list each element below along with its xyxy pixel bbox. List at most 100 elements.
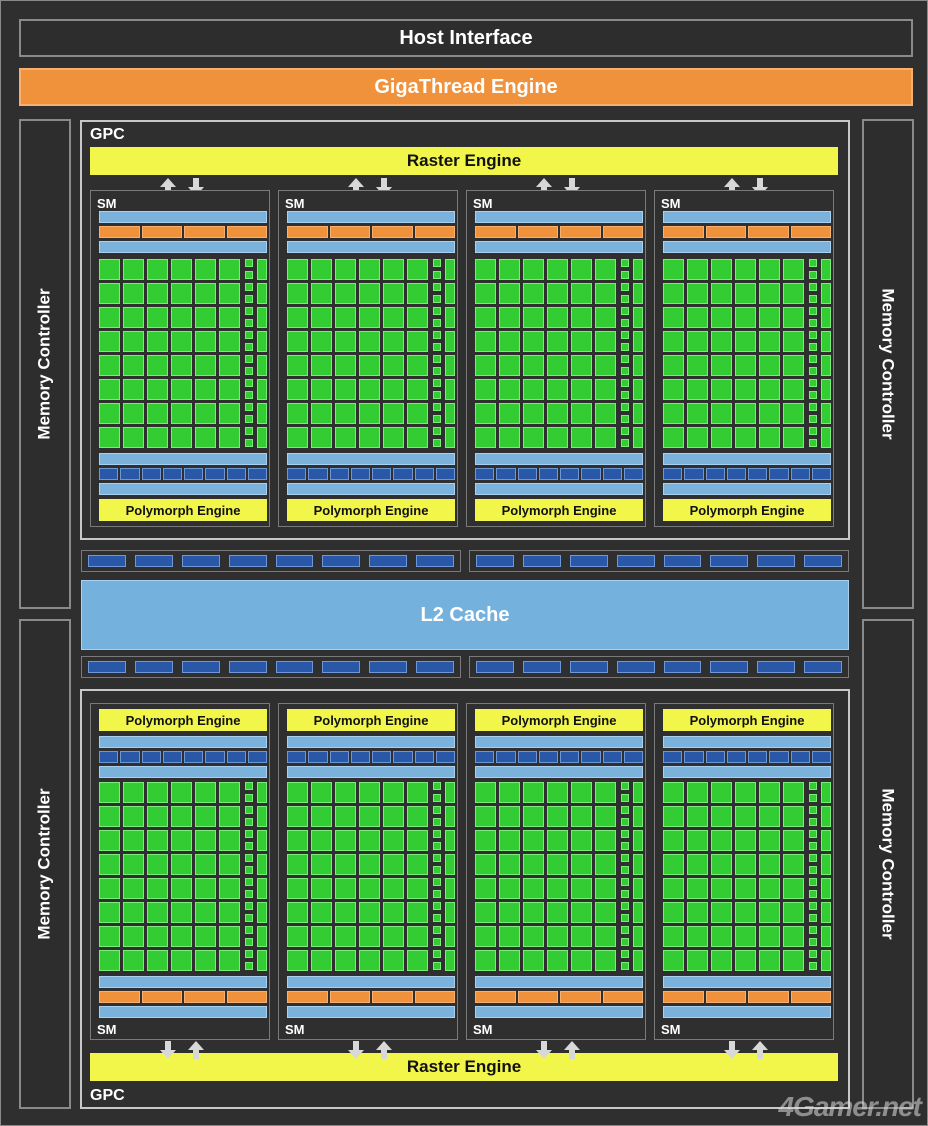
l2-slice-unit [322, 555, 361, 567]
streaming-multiprocessor: Polymorph Engine SM [466, 703, 646, 1040]
interconnect-bar [99, 766, 267, 778]
cuda-core [123, 427, 144, 448]
cuda-core [99, 331, 120, 352]
sfu-unit [809, 866, 817, 874]
ld-st-unit [811, 468, 831, 480]
sfu-unit [809, 331, 817, 339]
cuda-core [633, 926, 643, 947]
instruction-cache-bar [99, 211, 267, 223]
l2-slice-unit [228, 555, 267, 567]
ld-st-unit [205, 468, 225, 480]
cuda-core [475, 782, 496, 803]
l2-interconnect-strip [81, 656, 461, 678]
cuda-core [547, 331, 568, 352]
cuda-core [759, 427, 780, 448]
cuda-core [171, 902, 192, 923]
sfu-unit [433, 295, 441, 303]
cuda-core [445, 878, 455, 899]
cuda-core [571, 331, 592, 352]
cuda-core [383, 355, 404, 376]
cuda-core [687, 307, 708, 328]
cuda-core [663, 331, 684, 352]
cuda-core [595, 902, 616, 923]
sfu-unit [809, 355, 817, 363]
cuda-core [287, 950, 308, 971]
cuda-core [383, 307, 404, 328]
cuda-core [687, 926, 708, 947]
ld-st-unit [99, 751, 119, 763]
cuda-core [821, 782, 831, 803]
cuda-core [475, 283, 496, 304]
cuda-core [821, 331, 831, 352]
cuda-core [171, 355, 192, 376]
ld-st-unit [162, 751, 182, 763]
arrow-stem [729, 1041, 735, 1050]
cuda-core [783, 427, 804, 448]
cuda-core [123, 403, 144, 424]
sfu-unit [245, 794, 253, 802]
sfu-unit [433, 391, 441, 399]
cuda-core [257, 379, 267, 400]
cuda-core [759, 854, 780, 875]
cuda-core [383, 926, 404, 947]
cuda-core [445, 782, 455, 803]
shared-memory-bar [99, 736, 267, 748]
cuda-core [783, 950, 804, 971]
cuda-core [523, 283, 544, 304]
sfu-unit [245, 962, 253, 970]
cuda-core [759, 331, 780, 352]
ld-st-unit [393, 751, 413, 763]
cuda-core [821, 854, 831, 875]
register-file-bar [475, 976, 643, 988]
cuda-core [359, 782, 380, 803]
cuda-core [687, 782, 708, 803]
cuda-core [663, 379, 684, 400]
l2-slice-unit [522, 555, 561, 567]
l2-slice-unit [616, 661, 655, 673]
warp-scheduler-unit [560, 226, 601, 238]
cuda-core [99, 878, 120, 899]
cuda-core [383, 902, 404, 923]
arrow-head [564, 1041, 580, 1050]
cuda-core [711, 283, 732, 304]
l2-slice-unit [569, 661, 608, 673]
cuda-core [311, 854, 332, 875]
ld-st-unit [393, 468, 413, 480]
cuda-core [735, 379, 756, 400]
cuda-core [523, 307, 544, 328]
l2-slice-unit [663, 555, 702, 567]
cuda-core [123, 259, 144, 280]
ld-st-unit [684, 751, 704, 763]
cuda-core [663, 950, 684, 971]
cuda-core [407, 926, 428, 947]
cuda-core [171, 806, 192, 827]
raster-engine: Raster Engine [90, 1053, 838, 1081]
sfu-unit [245, 379, 253, 387]
l2-interconnect-strip [469, 656, 849, 678]
cuda-core [711, 806, 732, 827]
raster-engine: Raster Engine [90, 147, 838, 175]
cuda-core [311, 403, 332, 424]
sfu-unit [433, 355, 441, 363]
cuda-core [783, 902, 804, 923]
cuda-core [407, 259, 428, 280]
cuda-core [445, 830, 455, 851]
cuda-core [171, 259, 192, 280]
memory-controller-label: Memory Controller [35, 788, 55, 940]
sm-label: SM [285, 1022, 305, 1037]
cuda-core [335, 355, 356, 376]
cuda-core [821, 307, 831, 328]
l2-slice-unit [757, 555, 796, 567]
cuda-core [335, 331, 356, 352]
cuda-core [219, 283, 240, 304]
sfu-unit [621, 343, 629, 351]
streaming-multiprocessor: SM Polymorph Engine [654, 190, 834, 527]
warp-scheduler-unit [99, 991, 140, 1003]
data-flow-arrows [158, 1041, 206, 1059]
cuda-core [383, 403, 404, 424]
cuda-core [147, 427, 168, 448]
cuda-core [711, 902, 732, 923]
cuda-core [257, 782, 267, 803]
ld-st-unit [120, 751, 140, 763]
cuda-core [99, 902, 120, 923]
